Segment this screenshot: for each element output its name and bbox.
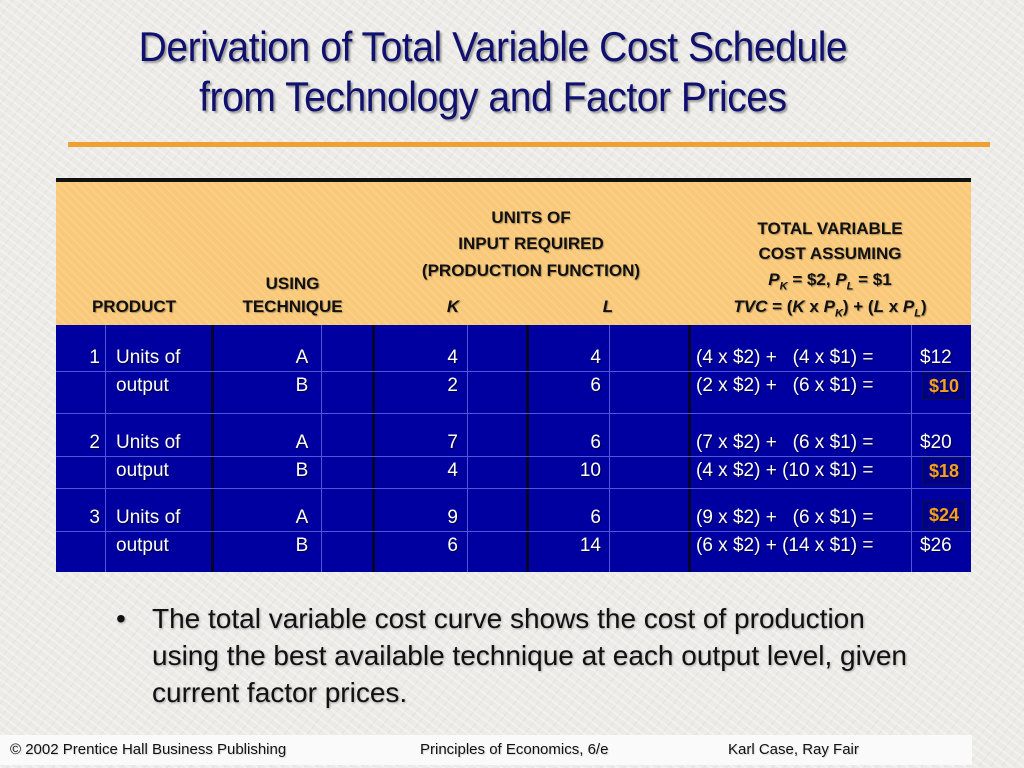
tvc-formula: (4 x $2) + (4 x $1) = bbox=[696, 347, 874, 368]
bullet-icon: • bbox=[116, 603, 126, 634]
tvc-table: PRODUCT USING TECHNIQUE UNITS OF INPUT R… bbox=[56, 178, 971, 572]
tvc-value: $12 bbox=[920, 347, 952, 368]
header-product: PRODUCT bbox=[91, 297, 177, 316]
grid-line bbox=[372, 325, 375, 572]
l-value: 14 bbox=[579, 535, 601, 556]
grid-line bbox=[467, 325, 468, 572]
tvc-value-highlight: $24 bbox=[922, 501, 966, 529]
l-value: 6 bbox=[590, 432, 601, 453]
header-tvc-2: COST ASSUMING bbox=[758, 244, 902, 263]
header-technique: TECHNIQUE bbox=[242, 297, 343, 316]
tvc-value-highlight: $10 bbox=[922, 372, 966, 400]
header-units-3: (PRODUCTION FUNCTION) bbox=[421, 261, 641, 280]
tvc-formula: (2 x $2) + (6 x $1) = bbox=[696, 375, 874, 396]
footer-book: Principles of Economics, 6/e bbox=[420, 741, 609, 758]
grid-line bbox=[911, 325, 912, 572]
technique: B bbox=[295, 535, 309, 556]
k-value: 4 bbox=[447, 347, 458, 368]
technique: A bbox=[295, 507, 309, 528]
technique: A bbox=[295, 347, 309, 368]
technique: B bbox=[295, 375, 309, 396]
tvc-formula: (7 x $2) + (6 x $1) = bbox=[696, 432, 874, 453]
product-label: output bbox=[116, 460, 169, 481]
l-value: 6 bbox=[590, 375, 601, 396]
k-value: 9 bbox=[447, 507, 458, 528]
grid-line bbox=[105, 325, 106, 572]
header-using: USING bbox=[265, 274, 320, 293]
footer-copyright: © 2002 Prentice Hall Business Publishing bbox=[10, 741, 287, 758]
technique: B bbox=[295, 460, 309, 481]
product-number: 1 bbox=[89, 347, 100, 368]
l-value: 6 bbox=[590, 507, 601, 528]
title-line-1: Derivation of Total Variable Cost Schedu… bbox=[138, 23, 848, 70]
tvc-formula: (9 x $2) + (6 x $1) = bbox=[696, 507, 874, 528]
header-units-1: UNITS OF bbox=[491, 208, 571, 227]
product-label: Units of bbox=[116, 507, 181, 528]
grid-line bbox=[56, 531, 971, 532]
grid-line bbox=[211, 325, 214, 572]
l-value: 4 bbox=[590, 347, 601, 368]
product-label: output bbox=[116, 375, 169, 396]
k-value: 6 bbox=[447, 535, 458, 556]
title-divider bbox=[68, 142, 990, 147]
k-value: 4 bbox=[447, 460, 458, 481]
k-value: 2 bbox=[447, 375, 458, 396]
grid-line bbox=[56, 413, 971, 414]
product-label: output bbox=[116, 535, 169, 556]
product-number: 2 bbox=[89, 432, 100, 453]
table-header: PRODUCT USING TECHNIQUE UNITS OF INPUT R… bbox=[56, 182, 971, 325]
k-value: 7 bbox=[447, 432, 458, 453]
header-l: L bbox=[602, 297, 614, 316]
grid-line bbox=[56, 371, 971, 372]
product-number: 3 bbox=[89, 507, 100, 528]
bullet-text: The total variable cost curve shows the … bbox=[152, 603, 907, 708]
title-line-2: from Technology and Factor Prices bbox=[199, 73, 787, 120]
product-label: Units of bbox=[116, 432, 181, 453]
grid-line bbox=[526, 325, 529, 572]
tvc-formula: (4 x $2) + (10 x $1) = bbox=[696, 460, 874, 481]
header-units-2: INPUT REQUIRED bbox=[458, 234, 604, 253]
tvc-value: $26 bbox=[920, 535, 952, 556]
table-body: 1 Units of A 4 4 (4 x $2) + (4 x $1) = $… bbox=[56, 325, 971, 572]
tvc-value: $20 bbox=[920, 432, 952, 453]
grid-line bbox=[609, 325, 610, 572]
footer-authors: Karl Case, Ray Fair bbox=[728, 741, 859, 758]
grid-line bbox=[321, 325, 322, 572]
grid-line bbox=[688, 325, 691, 572]
product-label: Units of bbox=[116, 347, 181, 368]
header-tvc-formula: TVC = (K x PK) + (L x PL) bbox=[733, 297, 927, 320]
header-tvc-prices: PK = $2, PL = $1 bbox=[768, 270, 892, 293]
l-value: 10 bbox=[579, 460, 601, 481]
tvc-value-highlight: $18 bbox=[922, 457, 966, 485]
slide-title: Derivation of Total Variable Cost Schedu… bbox=[0, 22, 986, 122]
grid-line bbox=[56, 488, 971, 489]
header-tvc-1: TOTAL VARIABLE bbox=[757, 219, 903, 238]
header-k: K bbox=[446, 297, 460, 316]
tvc-formula: (6 x $2) + (14 x $1) = bbox=[696, 535, 874, 556]
footer: © 2002 Prentice Hall Business Publishing… bbox=[0, 735, 972, 765]
technique: A bbox=[295, 432, 309, 453]
grid-line bbox=[56, 456, 971, 457]
